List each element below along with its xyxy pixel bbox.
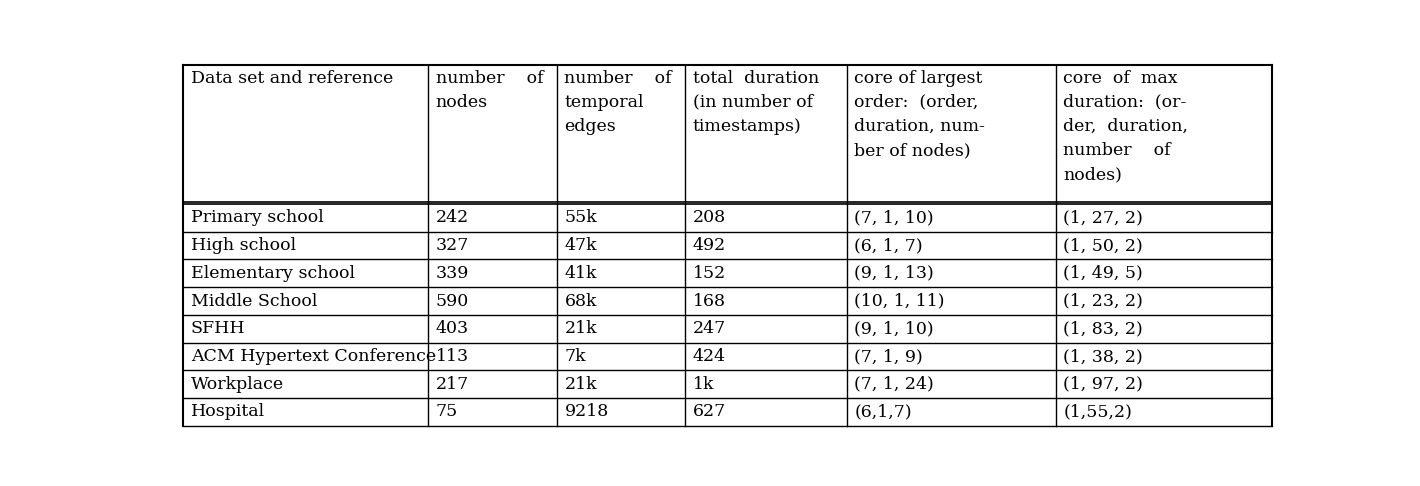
Text: number    of
temporal
edges: number of temporal edges <box>564 69 672 135</box>
Text: 113: 113 <box>436 348 469 365</box>
Text: (9, 1, 10): (9, 1, 10) <box>855 320 934 337</box>
Text: 492: 492 <box>693 237 726 254</box>
Text: (7, 1, 10): (7, 1, 10) <box>855 209 934 226</box>
Text: 68k: 68k <box>564 293 596 310</box>
Text: 208: 208 <box>693 209 726 226</box>
Text: 247: 247 <box>693 320 726 337</box>
Text: (1, 97, 2): (1, 97, 2) <box>1064 376 1143 393</box>
Text: 21k: 21k <box>564 320 596 337</box>
Text: (1, 38, 2): (1, 38, 2) <box>1064 348 1143 365</box>
Text: number    of
nodes: number of nodes <box>436 69 544 111</box>
Text: 327: 327 <box>436 237 469 254</box>
Text: (7, 1, 24): (7, 1, 24) <box>855 376 934 393</box>
Text: Workplace: Workplace <box>190 376 284 393</box>
Text: core  of  max
duration:  (or-
der,  duration,
number    of
nodes): core of max duration: (or- der, duration… <box>1064 69 1189 183</box>
Text: Middle School: Middle School <box>190 293 317 310</box>
Text: 21k: 21k <box>564 376 596 393</box>
Text: (1,55,2): (1,55,2) <box>1064 403 1132 420</box>
Text: 9218: 9218 <box>564 403 609 420</box>
Text: (1, 27, 2): (1, 27, 2) <box>1064 209 1143 226</box>
Text: (1, 23, 2): (1, 23, 2) <box>1064 293 1143 310</box>
Text: total  duration
(in number of
timestamps): total duration (in number of timestamps) <box>693 69 819 135</box>
Text: ACM Hypertext Conference: ACM Hypertext Conference <box>190 348 436 365</box>
Text: 403: 403 <box>436 320 469 337</box>
Text: core of largest
order:  (order,
duration, num-
ber of nodes): core of largest order: (order, duration,… <box>855 69 985 159</box>
Text: 217: 217 <box>436 376 469 393</box>
Text: 75: 75 <box>436 403 459 420</box>
Text: SFHH: SFHH <box>190 320 246 337</box>
Text: 41k: 41k <box>564 265 596 282</box>
Text: High school: High school <box>190 237 295 254</box>
Text: Primary school: Primary school <box>190 209 324 226</box>
Text: Hospital: Hospital <box>190 403 266 420</box>
Text: 55k: 55k <box>564 209 598 226</box>
Text: 168: 168 <box>693 293 726 310</box>
Text: (9, 1, 13): (9, 1, 13) <box>855 265 934 282</box>
Text: 242: 242 <box>436 209 469 226</box>
Text: (7, 1, 9): (7, 1, 9) <box>855 348 923 365</box>
Text: Data set and reference: Data set and reference <box>190 69 393 87</box>
Text: (1, 83, 2): (1, 83, 2) <box>1064 320 1143 337</box>
Text: (1, 49, 5): (1, 49, 5) <box>1064 265 1143 282</box>
Text: (6, 1, 7): (6, 1, 7) <box>855 237 923 254</box>
Text: 424: 424 <box>693 348 726 365</box>
Text: Elementary school: Elementary school <box>190 265 355 282</box>
Text: 590: 590 <box>436 293 469 310</box>
Text: 627: 627 <box>693 403 726 420</box>
Text: 339: 339 <box>436 265 469 282</box>
Text: 152: 152 <box>693 265 726 282</box>
Text: 47k: 47k <box>564 237 596 254</box>
Text: (1, 50, 2): (1, 50, 2) <box>1064 237 1143 254</box>
Text: (6,1,7): (6,1,7) <box>855 403 912 420</box>
Text: 1k: 1k <box>693 376 714 393</box>
Text: 7k: 7k <box>564 348 586 365</box>
Text: (10, 1, 11): (10, 1, 11) <box>855 293 944 310</box>
